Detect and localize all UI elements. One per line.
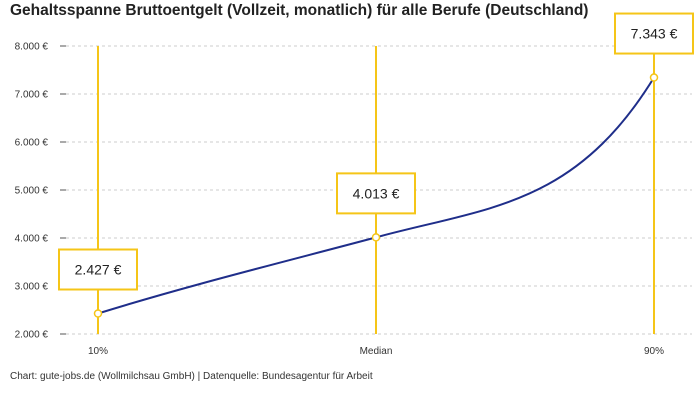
data-point (93, 309, 103, 318)
y-tick-label: 7.000 € (15, 90, 49, 101)
value-callout-box (58, 248, 138, 291)
chart-footer: Chart: gute-jobs.de (Wollmilchsau GmbH) … (10, 371, 373, 382)
x-tick-label: 10% (88, 346, 108, 357)
data-point (371, 233, 381, 242)
x-tick-label: Median (360, 346, 393, 357)
y-tick-label: 5.000 € (15, 186, 49, 197)
value-callouts: 2.427 € 4.013 € 7.343 € (58, 12, 694, 291)
value-callout-box (336, 172, 416, 215)
value-callout-box (614, 12, 694, 55)
y-axis-ticks: 2.000 € 3.000 € 4.000 € 5.000 € 6.000 € 7.000… (15, 42, 66, 341)
value-label: 7.343 € (631, 26, 678, 42)
x-tick-label: 90% (644, 346, 664, 357)
y-tick-label: 4.000 € (15, 234, 49, 245)
chart-title: Gehaltsspanne Bruttoentgelt (Vollzeit, m… (10, 2, 589, 19)
value-label: 2.427 € (75, 262, 122, 278)
data-point (649, 73, 659, 82)
y-tick-label: 6.000 € (15, 138, 49, 149)
value-label: 4.013 € (353, 185, 400, 201)
data-points (93, 73, 659, 318)
y-tick-label: 2.000 € (15, 330, 49, 341)
y-tick-label: 3.000 € (15, 282, 49, 293)
y-tick-label: 8.000 € (15, 42, 49, 53)
x-axis-ticks: 10% Median 90% (88, 346, 664, 357)
